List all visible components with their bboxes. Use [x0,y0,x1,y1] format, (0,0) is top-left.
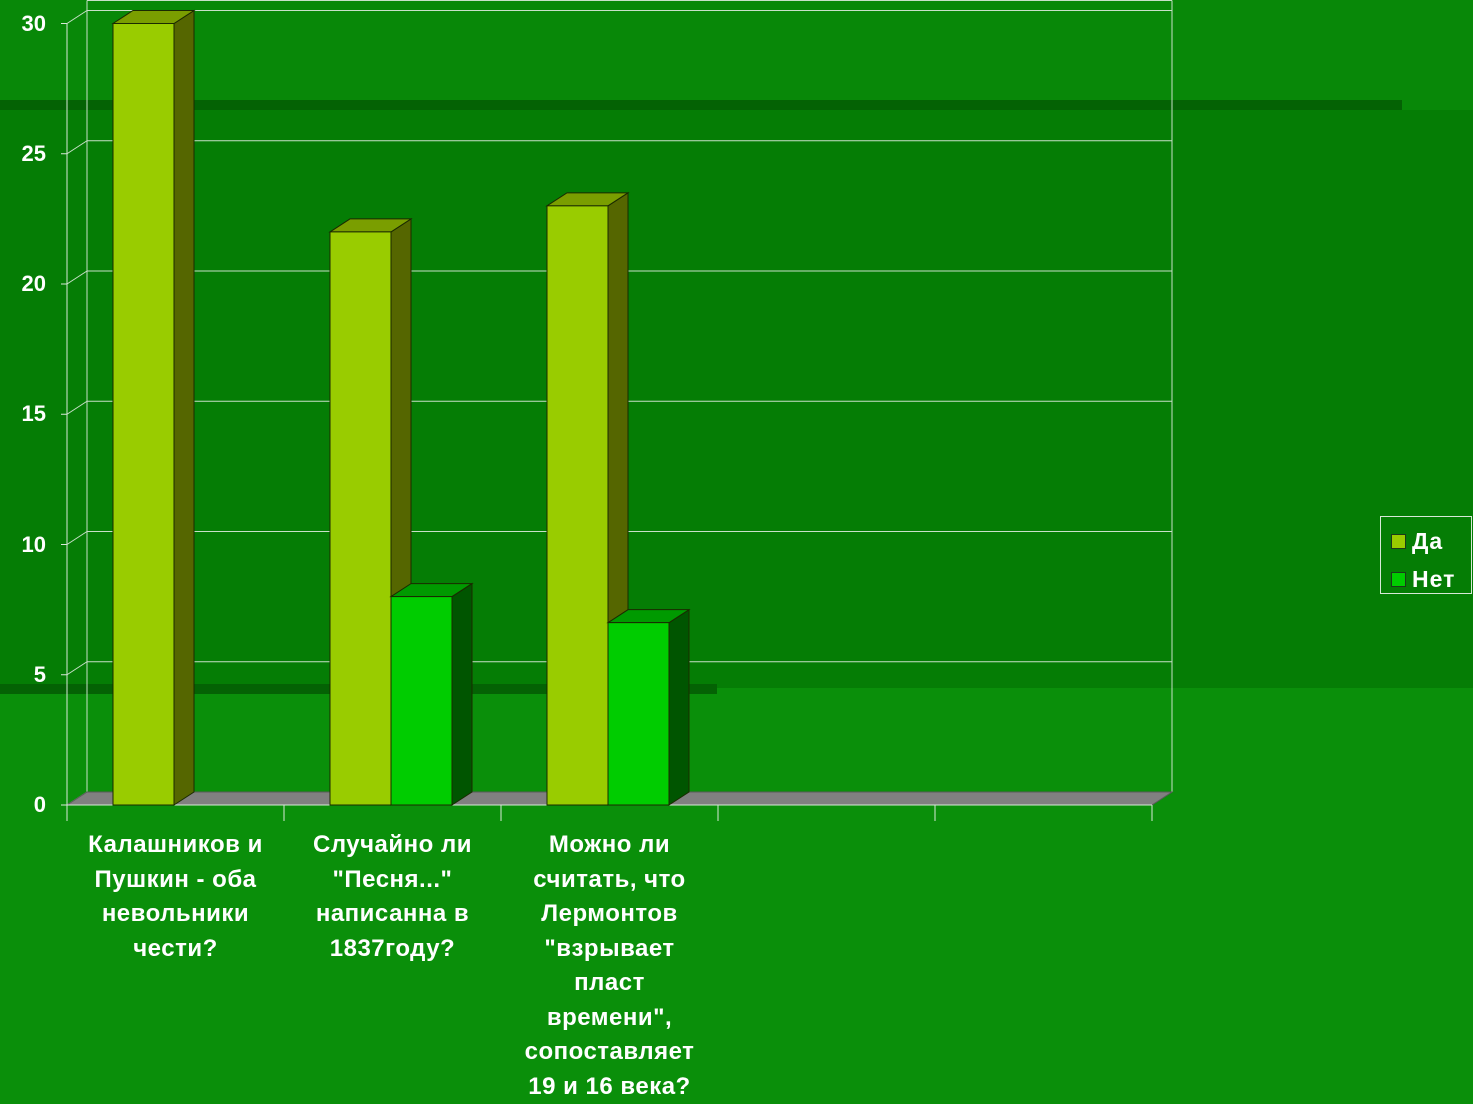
y-tick-label: 15 [0,403,46,425]
x-category-label-line: пласт [505,966,715,1001]
legend: Да Нет [1380,516,1472,594]
bar-net [608,610,689,805]
bar-side [669,610,689,805]
side-gridline [67,662,87,675]
legend-item-net: Нет [1391,565,1455,593]
bar-front [547,206,608,805]
legend-label-da: Да [1412,527,1443,555]
bar-front [330,232,391,805]
side-gridline [67,11,87,24]
x-category-label-line: невольники [71,897,281,932]
y-tick-label: 10 [0,534,46,556]
y-tick-label: 20 [0,273,46,295]
bar-da [113,11,194,806]
x-category-label-line: "взрывает [505,932,715,967]
bar-front [391,597,452,805]
side-gridline [67,271,87,284]
bar-side [174,11,194,806]
legend-swatch-da [1391,534,1406,549]
bar-front [608,623,669,805]
bar-front [113,24,174,806]
x-category-label-line: 19 и 16 века? [505,1070,715,1104]
x-category-label-line: чести? [71,932,281,967]
legend-label-net: Нет [1412,565,1455,593]
bar-side [452,584,472,805]
x-category-label-line: Можно ли [505,828,715,863]
x-category-label-line: Случайно ли [288,828,498,863]
x-category-label-line: 1837году? [288,932,498,967]
x-category-label-line: считать, что [505,863,715,898]
y-tick-label: 25 [0,143,46,165]
bar-net [391,584,472,805]
y-tick-label: 30 [0,13,46,35]
x-category-label-line: времени", [505,1001,715,1036]
y-tick-label: 5 [0,664,46,686]
x-category-label-line: Пушкин - оба [71,863,281,898]
x-category-label-line: "Песня..." [288,863,498,898]
x-category-label-line: сопоставляет [505,1035,715,1070]
x-category-label-line: Лермонтов [505,897,715,932]
side-gridline [67,141,87,154]
legend-swatch-net [1391,572,1406,587]
y-tick-label: 0 [0,794,46,816]
side-gridline [67,532,87,545]
side-gridline [67,401,87,414]
x-category-label-line: написанна в [288,897,498,932]
x-category-label-line: Калашников и [71,828,281,863]
legend-item-da: Да [1391,527,1443,555]
